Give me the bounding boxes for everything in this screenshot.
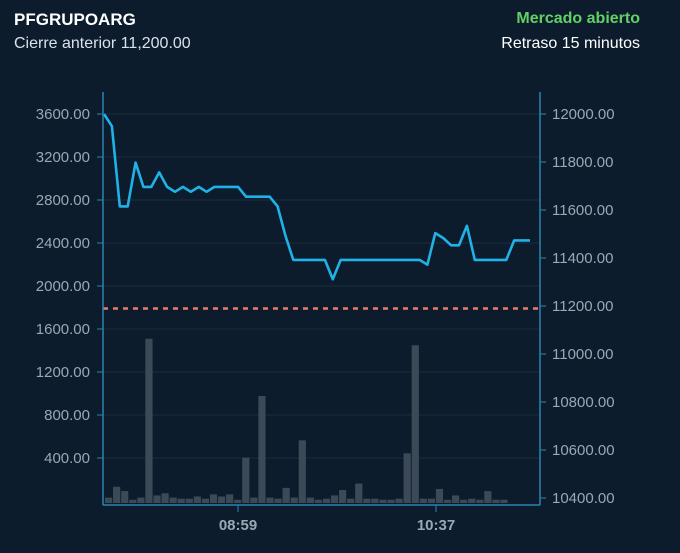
volume-bar [193,496,201,503]
right-tick-label: 11200.00 [552,298,613,315]
market-status: Mercado abierto [516,10,640,27]
x-tick-label: 10:37 [417,517,455,534]
left-tick-label: 400.00 [44,450,90,467]
volume-bar [500,499,508,503]
volume-bar [419,498,427,503]
volume-bar [387,499,395,503]
x-tick-label: 08:59 [219,517,257,534]
right-tick-label: 10600.00 [552,442,615,459]
left-tick-label: 2000.00 [36,278,90,295]
volume-bar [476,499,484,503]
volume-bar [274,498,282,503]
volume-bar [185,498,193,503]
right-tick-label: 11800.00 [552,154,613,171]
volume-bar [492,499,500,503]
volume-bar [322,498,331,503]
volume-bar [427,498,435,503]
volume-bar [290,497,298,503]
volume-bar [258,396,266,503]
left-tick-label: 1200.00 [36,364,90,381]
left-tick-label: 800.00 [44,407,90,424]
quote-header: PFGRUPOARG Cierre anterior 11,200.00 Mer… [0,0,680,70]
volume-bar [209,494,218,503]
volume-bar [306,497,314,503]
right-tick-label: 11000.00 [552,346,613,363]
volume-bar [355,483,363,503]
volume-bar [105,497,113,503]
previous-close-label: Cierre anterior 11,200.00 [14,35,191,52]
left-tick-label: 1600.00 [36,321,90,338]
left-tick-label: 2800.00 [36,192,90,209]
right-tick-label: 11400.00 [552,250,613,267]
volume-bar [177,498,185,503]
volume-bar [298,440,306,503]
volume-bar [137,497,145,503]
delay-label: Retraso 15 minutos [501,35,640,52]
volume-bar [121,491,129,503]
volume-bar [468,498,476,503]
volume-bar [145,338,153,503]
volume-bar [242,457,250,503]
volume-bar [484,491,492,503]
volume-bar [234,499,242,503]
right-tick-label: 12000.00 [552,106,615,123]
volume-bar [452,495,460,503]
volume-bar [339,490,347,503]
volume-bar [330,495,339,503]
left-tick-label: 2400.00 [36,235,90,252]
volume-bar [250,497,258,503]
volume-bar [314,499,323,503]
volume-bar [435,488,444,503]
volume-bar [201,498,210,503]
volume-bar [379,499,387,503]
right-tick-label: 10800.00 [552,394,615,411]
volume-bar [129,499,137,503]
volume-bar [363,498,371,503]
volume-bar [217,496,226,503]
volume-bar [153,495,161,503]
right-tick-label: 11600.00 [552,202,613,219]
volume-bar [347,498,355,503]
right-tick-label: 10400.00 [552,490,615,507]
volume-bar [161,493,169,503]
volume-bar [282,487,290,503]
ticker-symbol: PFGRUPOARG [14,10,136,29]
volume-bar [226,494,234,503]
volume-bar [113,486,121,503]
price-line [102,113,530,281]
volume-bar [460,499,468,503]
left-tick-label: 3600.00 [36,106,90,123]
volume-bar [443,499,452,503]
volume-bar [395,498,403,503]
volume-bar [403,453,411,503]
volume-bar [169,497,177,503]
volume-bar [371,498,379,503]
volume-bar [411,345,419,503]
volume-bar [266,497,274,503]
left-tick-label: 3200.00 [36,149,90,166]
